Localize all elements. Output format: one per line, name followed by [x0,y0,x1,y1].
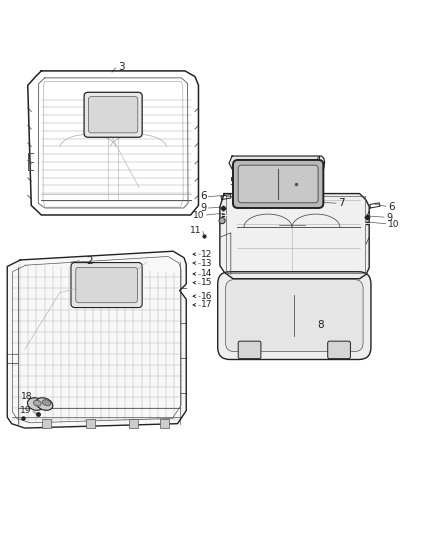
FancyBboxPatch shape [238,165,318,203]
Polygon shape [7,251,186,428]
Text: 18: 18 [21,392,32,401]
Text: 17: 17 [201,301,212,310]
Text: 3: 3 [118,62,124,72]
Text: 11: 11 [190,226,201,235]
FancyBboxPatch shape [76,268,138,303]
Text: 9: 9 [386,213,392,223]
Text: 6: 6 [200,191,207,201]
Text: 19: 19 [20,406,31,415]
Bar [160,419,169,428]
Text: 2: 2 [86,256,92,266]
Ellipse shape [36,398,53,410]
Text: 16: 16 [201,292,212,301]
FancyBboxPatch shape [233,160,323,208]
FancyBboxPatch shape [88,96,138,133]
Circle shape [219,217,225,224]
Text: 7: 7 [338,198,345,208]
Text: 13: 13 [201,259,212,268]
Polygon shape [220,193,369,279]
Text: 10: 10 [193,212,204,220]
Text: 8: 8 [317,320,323,330]
Text: 6: 6 [388,202,395,212]
Text: 14: 14 [201,269,212,278]
FancyBboxPatch shape [71,263,142,308]
Text: 4: 4 [314,156,321,166]
Bar [42,419,51,428]
FancyBboxPatch shape [238,341,261,359]
Text: 9: 9 [200,203,206,213]
Text: 5: 5 [229,177,236,187]
FancyBboxPatch shape [84,92,142,138]
Ellipse shape [28,398,44,410]
FancyBboxPatch shape [328,341,350,359]
FancyBboxPatch shape [226,280,363,352]
Ellipse shape [33,400,41,406]
Polygon shape [229,156,325,169]
Bar [130,419,138,428]
Text: 12: 12 [201,250,212,259]
Text: 10: 10 [388,220,399,229]
Text: 15: 15 [201,278,212,287]
Ellipse shape [42,400,51,406]
FancyBboxPatch shape [218,272,371,359]
Bar [86,419,95,428]
